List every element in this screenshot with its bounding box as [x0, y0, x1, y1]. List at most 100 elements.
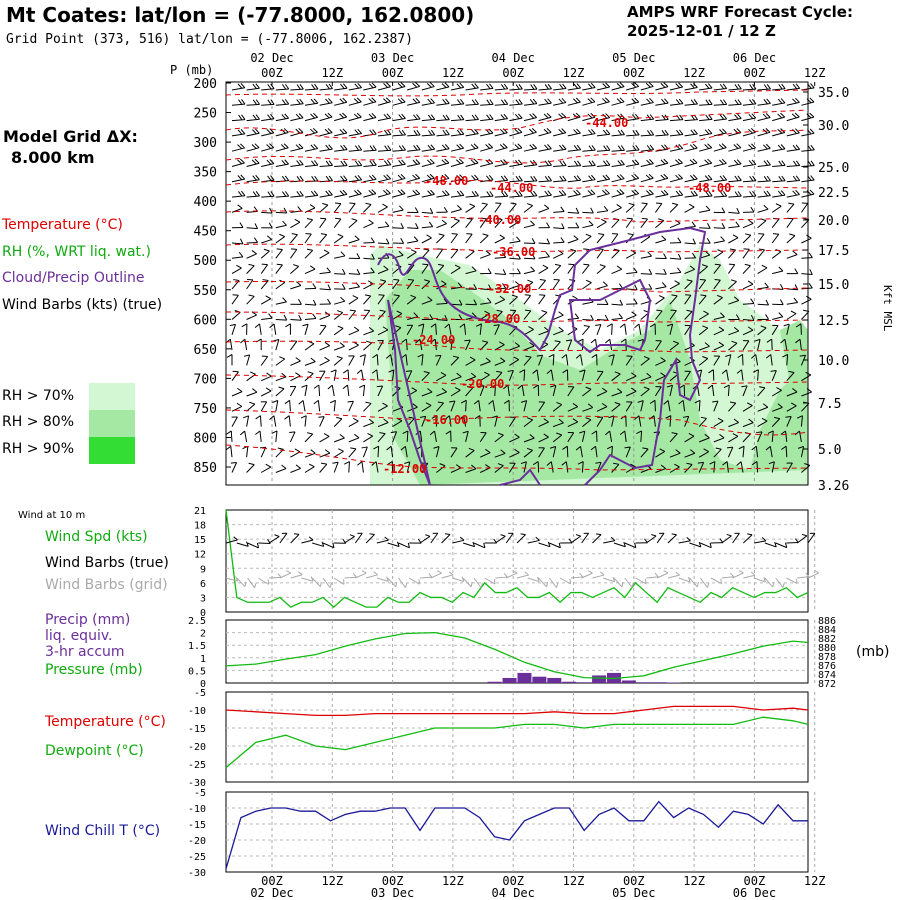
- wind-barb: [494, 449, 506, 458]
- wind-barb: [509, 175, 523, 183]
- wind-barb: [728, 279, 737, 290]
- wind-barb: [637, 400, 644, 412]
- wind-barb: [377, 294, 385, 305]
- wind-barb: [479, 464, 491, 473]
- wind-barb: [313, 399, 321, 412]
- wind-barb: [304, 313, 317, 320]
- wind-barb: [275, 159, 289, 167]
- wind-barb: [348, 97, 362, 106]
- wind-barb: [363, 294, 372, 305]
- wind-barb: [712, 400, 719, 412]
- wind-barb: [231, 279, 240, 290]
- sfc-wind-barb-grid: [408, 577, 421, 585]
- wind-barb: [786, 83, 801, 91]
- panel-y-tick-label: -20: [188, 742, 206, 753]
- wind-barb: [567, 112, 581, 122]
- wind-barb: [800, 202, 809, 213]
- bottom-x-tick-label: 00Z: [261, 874, 283, 888]
- wind-barb: [713, 263, 721, 274]
- wind-barb: [271, 430, 278, 442]
- wind-barb: [421, 173, 435, 183]
- kft-tick-label: 10.0: [818, 354, 849, 369]
- wind-barb: [479, 371, 490, 382]
- wind-barb: [261, 235, 272, 244]
- wind-barb: [721, 369, 729, 381]
- wind-barb: [546, 461, 554, 473]
- panel-y-tick-label: -15: [188, 724, 206, 735]
- wind-barb: [436, 314, 448, 321]
- wind-barb: [329, 399, 336, 412]
- wind-barb: [785, 416, 792, 427]
- sfc-wind-barb-grid: [473, 577, 483, 588]
- wind-barb: [801, 97, 815, 106]
- wind-barb: [480, 297, 492, 305]
- wind-barb: [596, 299, 609, 305]
- wind-barb: [756, 431, 763, 443]
- wind-barb: [334, 144, 348, 152]
- wind-barb: [754, 338, 761, 351]
- wind-barb: [699, 433, 710, 443]
- wind-barb: [532, 461, 540, 473]
- wind-barb: [596, 174, 611, 183]
- wind-barb: [553, 144, 567, 152]
- wind-barb: [801, 234, 812, 244]
- wind-barb: [348, 189, 362, 198]
- wind-barb: [475, 323, 482, 335]
- wind-barb: [582, 314, 594, 321]
- wind-barb: [275, 386, 285, 397]
- sfc-wind-barb-grid: [603, 576, 616, 583]
- wind-barb: [699, 174, 713, 183]
- sfc-wind-barb-true: [387, 541, 400, 548]
- temperature-label: -36.00: [492, 245, 535, 259]
- panel-right-tick-label: 872: [818, 679, 836, 690]
- wind-barb: [757, 218, 767, 229]
- sfc-wind-barb-true: [549, 542, 561, 549]
- wind-barb: [663, 400, 671, 412]
- wind-barb: [709, 461, 716, 473]
- wind-barb: [772, 160, 786, 167]
- wind-barb: [436, 190, 450, 198]
- wind-barb: [577, 461, 584, 473]
- wind-barb: [567, 189, 581, 198]
- wind-barb: [436, 174, 450, 183]
- sfc-wind-barb-true: [613, 541, 626, 548]
- wind-barb: [450, 355, 460, 366]
- wind-barb: [509, 236, 521, 244]
- wind-barb: [478, 385, 485, 397]
- model-grid-label: Model Grid ΔX:: [3, 127, 138, 146]
- wind-barb: [348, 433, 360, 443]
- wind-barb: [421, 98, 435, 106]
- pressure-tick-label: 400: [194, 195, 217, 210]
- wind-barb: [655, 98, 669, 106]
- temperature-contours: [225, 89, 809, 471]
- wind-barb: [523, 294, 532, 305]
- wind-barb: [363, 280, 374, 290]
- wind-barb: [480, 175, 494, 183]
- wind-barb: [801, 252, 813, 259]
- wind-barb: [611, 159, 625, 167]
- wind-barb: [728, 83, 742, 91]
- wind-barb: [669, 82, 684, 91]
- wind-barb: [655, 173, 669, 183]
- wind-barb: [259, 446, 267, 458]
- wind-barb: [275, 314, 288, 321]
- wind-barb: [636, 430, 643, 442]
- wind-barb: [436, 371, 447, 382]
- wind-barb: [538, 401, 546, 412]
- wind-barb: [260, 279, 269, 290]
- wind-barb: [385, 354, 394, 366]
- temperature-labels: -44.00 -48.00 -44.00 -48.00 -40.00 -36.00 -32.…: [383, 116, 731, 476]
- wind-barb: [386, 445, 394, 458]
- wind-barb: [757, 204, 769, 213]
- pressure-tick-label: 200: [194, 77, 217, 92]
- wind-barb: [300, 415, 307, 427]
- wind-barb: [509, 253, 521, 260]
- wind-barb: [722, 461, 729, 473]
- wind-barb: [304, 83, 319, 91]
- wind-barb: [699, 114, 713, 122]
- wind-barb: [582, 279, 592, 290]
- wind-barb: [626, 189, 640, 198]
- wind-barb: [509, 294, 518, 305]
- wind-barb: [553, 237, 565, 244]
- legend-rh70-label: RH > 70%: [2, 388, 75, 404]
